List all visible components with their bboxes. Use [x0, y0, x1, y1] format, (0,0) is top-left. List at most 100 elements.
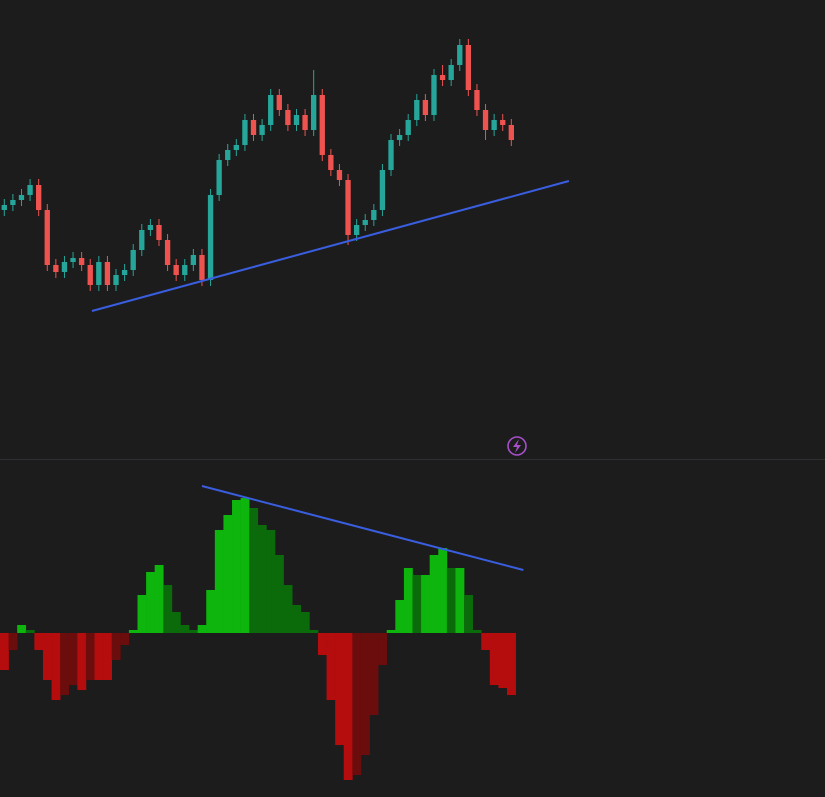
candle-body: [371, 210, 377, 220]
histogram-bar: [369, 633, 379, 715]
candle-body: [216, 160, 222, 195]
histogram-bar: [103, 633, 113, 680]
histogram-bar: [352, 633, 362, 775]
histogram-bar: [438, 548, 448, 633]
histogram-bar: [60, 633, 70, 695]
candle-body: [87, 265, 93, 285]
histogram-bar: [481, 633, 491, 650]
candle-body: [448, 65, 454, 80]
histogram-bar: [317, 633, 327, 655]
histogram-bar: [17, 625, 27, 633]
histogram-bar: [446, 568, 456, 633]
histogram-bar: [94, 633, 104, 680]
candle-body: [10, 200, 16, 205]
histogram-bar: [283, 585, 293, 633]
candle-body: [1, 205, 7, 210]
candle-body: [302, 115, 308, 130]
candle-body: [319, 95, 325, 155]
candle-body: [44, 210, 50, 265]
histogram-bar: [421, 575, 430, 633]
candle-body: [70, 258, 76, 262]
candle-body: [190, 255, 197, 265]
candle-body: [388, 140, 394, 170]
candle-body: [242, 120, 248, 145]
histogram-bar: [309, 630, 319, 633]
histogram-bar: [386, 630, 396, 633]
histogram-bar: [0, 633, 9, 670]
histogram-bar: [154, 565, 164, 633]
candle-body: [36, 185, 42, 210]
histogram-bar: [343, 633, 353, 780]
histogram-bar: [189, 630, 198, 633]
histogram-bar: [163, 585, 173, 633]
candle-body: [311, 95, 317, 130]
histogram-bar: [378, 633, 388, 665]
candle-body: [422, 100, 429, 115]
histogram-bar: [111, 633, 121, 660]
trend-line: [201, 485, 524, 571]
histogram-bar: [472, 630, 482, 633]
histogram-bar: [266, 530, 276, 633]
trend-line: [91, 180, 570, 312]
histogram-bar: [395, 600, 405, 633]
candle-body: [113, 275, 119, 285]
candle-body: [156, 225, 162, 240]
candle-body: [362, 220, 368, 225]
candle-body: [379, 170, 386, 210]
histogram-bar: [249, 508, 259, 633]
candle-body: [482, 110, 489, 130]
candle-body: [164, 240, 171, 265]
candle-body: [78, 258, 85, 265]
candle-body: [414, 100, 420, 120]
candle-body: [104, 262, 111, 285]
candle-body: [465, 45, 472, 90]
histogram-bar: [206, 590, 216, 633]
candle-body: [96, 262, 102, 285]
histogram-bar: [128, 630, 138, 633]
candle-body: [250, 120, 257, 135]
histogram-bar: [120, 633, 130, 645]
histogram-bar: [275, 555, 284, 633]
candle-body: [345, 180, 351, 235]
candle-body: [336, 170, 343, 180]
candle-body: [268, 95, 274, 125]
candle-body: [139, 230, 145, 250]
candle-body: [259, 125, 265, 135]
candle-body: [293, 115, 300, 125]
alert-icon[interactable]: [507, 436, 527, 456]
histogram-bar: [464, 595, 473, 633]
histogram-bar: [180, 625, 190, 633]
candle-body: [53, 265, 59, 272]
histogram-bar: [292, 605, 302, 633]
candle-body: [405, 120, 411, 135]
histogram-bar: [51, 633, 61, 700]
candle-body: [27, 185, 33, 195]
candle-body: [121, 270, 128, 275]
histogram-bar: [137, 595, 147, 633]
candle-body: [328, 155, 334, 170]
histogram-bar: [240, 498, 250, 633]
histogram-bar: [171, 612, 181, 633]
histogram-bar: [300, 612, 310, 633]
histogram-bar: [77, 633, 87, 690]
candle-body: [199, 255, 205, 280]
histogram-bar: [34, 633, 44, 650]
candle-body: [130, 250, 136, 270]
candle-body: [500, 120, 506, 125]
candle-body: [491, 120, 497, 130]
candle-body: [431, 75, 437, 115]
histogram-bar: [403, 568, 413, 633]
candle-body: [353, 225, 360, 235]
histogram-bar: [498, 633, 508, 688]
histogram-bar: [360, 633, 370, 755]
histogram-bar: [8, 633, 18, 650]
histogram-bar: [197, 625, 207, 633]
histogram-bar: [25, 630, 35, 633]
histogram-bar: [507, 633, 516, 695]
candle-body: [173, 265, 179, 275]
histogram-bar: [326, 633, 336, 700]
histogram-bar: [455, 568, 465, 633]
candle-body: [276, 95, 282, 110]
candle-body: [457, 45, 463, 65]
